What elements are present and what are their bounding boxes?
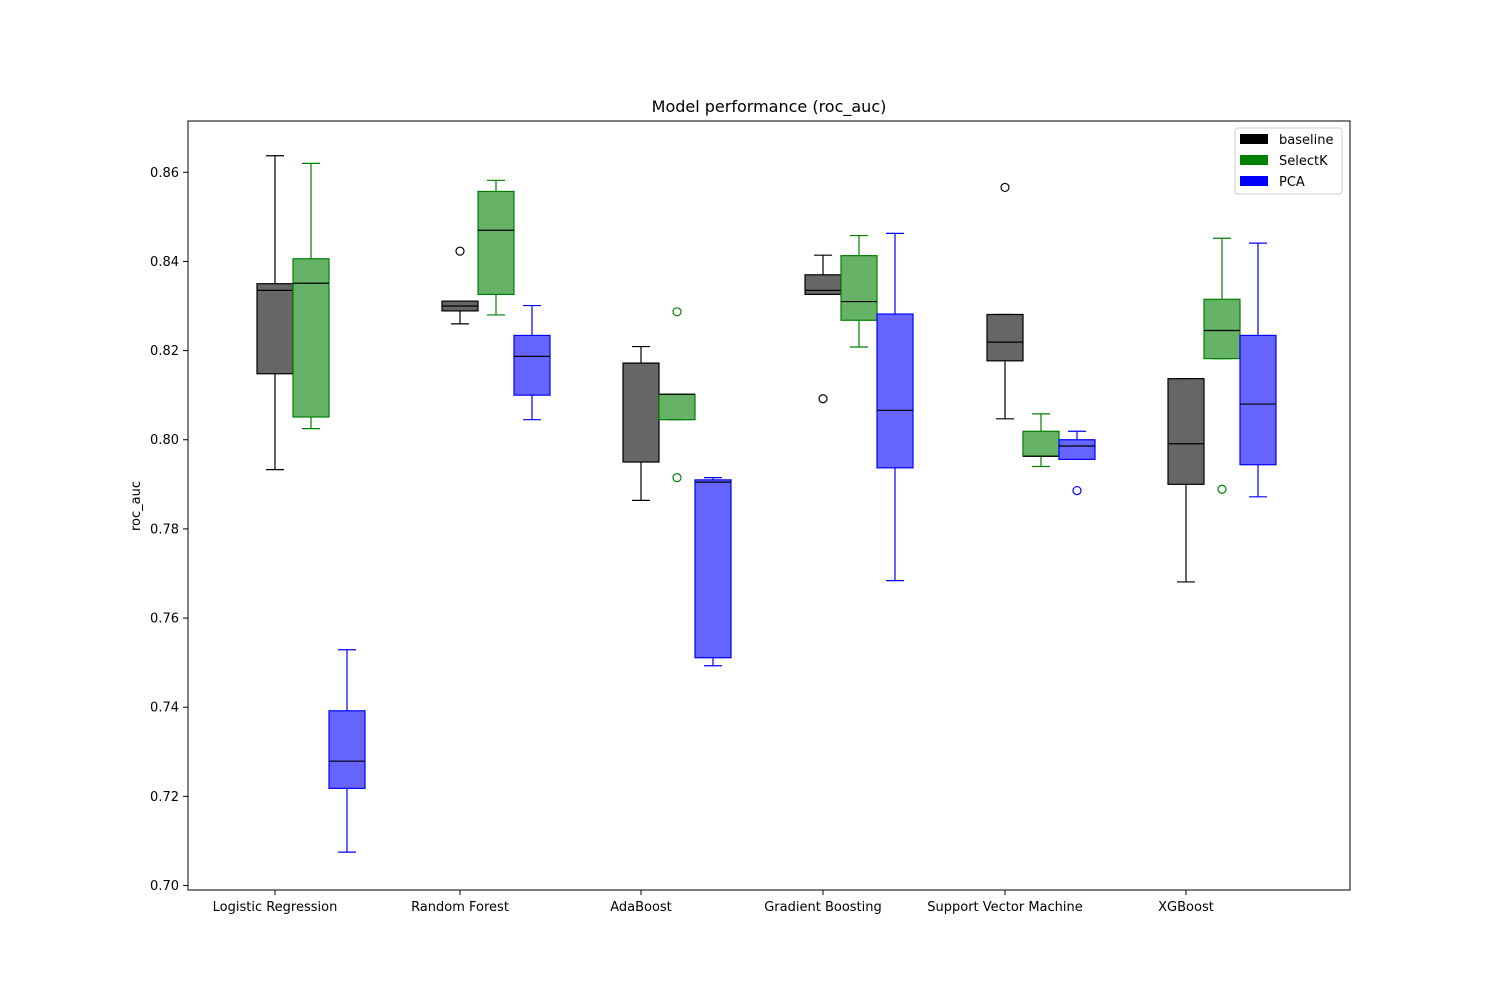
axes: 0.70 0.72 0.74 0.76 0.78 0.80 0.82 0.84 0.86 Logi… [150, 120, 1351, 915]
outlier-point [1000, 182, 1010, 193]
legend-swatch [1240, 134, 1268, 144]
outlier-point [672, 473, 682, 483]
legend-item-SelectK: SelectK [1240, 154, 1328, 169]
box-body [986, 313, 1024, 362]
x-tick-label: Logistic Regression [213, 900, 338, 915]
y-axis-label: roc_auc [129, 481, 144, 531]
y-tick-label: 0.70 [150, 879, 179, 894]
box-body [694, 479, 732, 659]
box-body [622, 362, 660, 463]
box-baseline-4 [986, 182, 1024, 420]
series-baseline [256, 155, 1205, 583]
outlier-point [1072, 485, 1082, 496]
x-tick-label: Support Vector Machine [927, 900, 1083, 915]
box-PCA-0 [328, 649, 366, 853]
box-baseline-1 [441, 246, 479, 325]
legend-label: baseline [1279, 133, 1333, 148]
box-SelectK-1 [477, 179, 515, 316]
y-tick-label: 0.76 [150, 612, 179, 627]
box-SelectK-5 [1203, 237, 1241, 494]
series-SelectK [292, 162, 1241, 494]
box-PCA-2 [694, 477, 732, 667]
box-baseline-5 [1167, 378, 1205, 583]
legend-item-baseline: baseline [1240, 133, 1333, 148]
outlier-point [455, 246, 465, 256]
y-tick-label: 0.80 [150, 433, 179, 448]
box-SelectK-0 [292, 162, 330, 430]
outlier-point [672, 307, 682, 317]
y-tick-label: 0.82 [150, 344, 179, 359]
box-body [292, 258, 330, 418]
plot-area [256, 155, 1277, 853]
box-PCA-5 [1239, 242, 1277, 498]
box-body [1203, 298, 1241, 360]
legend: baseline SelectK PCA [1234, 127, 1343, 195]
box-body [876, 313, 914, 469]
box-PCA-1 [513, 304, 551, 421]
box-SelectK-2 [658, 307, 696, 483]
y-tick-label: 0.84 [150, 255, 179, 270]
box-body [658, 393, 696, 421]
y-tick-label: 0.78 [150, 522, 179, 537]
box-body [328, 710, 366, 789]
box-baseline-0 [256, 155, 294, 471]
x-tick-label: AdaBoost [610, 900, 672, 915]
legend-swatch [1240, 176, 1268, 186]
box-body [513, 334, 551, 396]
box-body [840, 255, 878, 321]
box-body [477, 190, 515, 296]
box-body [1058, 439, 1096, 460]
x-tick-label: Random Forest [411, 900, 509, 915]
x-tick-label: Gradient Boosting [764, 900, 882, 915]
box-body [1167, 378, 1205, 485]
outlier-point [818, 394, 828, 404]
y-tick-label: 0.86 [150, 166, 179, 181]
box-body [804, 274, 842, 296]
chart-title: Model performance (roc_auc) [652, 97, 887, 117]
box-body [1239, 334, 1277, 466]
plot-frame [187, 120, 1351, 891]
x-tick-label: XGBoost [1158, 900, 1214, 915]
y-tick-label: 0.72 [150, 790, 179, 805]
legend-label: SelectK [1279, 154, 1328, 169]
series-PCA [328, 232, 1277, 853]
box-body [1022, 430, 1060, 457]
box-SelectK-3 [840, 234, 878, 348]
box-PCA-4 [1058, 430, 1096, 496]
outlier-point [1217, 484, 1227, 494]
box-PCA-3 [876, 232, 914, 582]
box-body [256, 283, 294, 375]
legend-label: PCA [1279, 175, 1305, 190]
legend-item-PCA: PCA [1240, 175, 1305, 190]
legend-swatch [1240, 155, 1268, 165]
box-baseline-2 [622, 345, 660, 501]
box-baseline-3 [804, 254, 842, 404]
y-tick-label: 0.74 [150, 701, 179, 716]
